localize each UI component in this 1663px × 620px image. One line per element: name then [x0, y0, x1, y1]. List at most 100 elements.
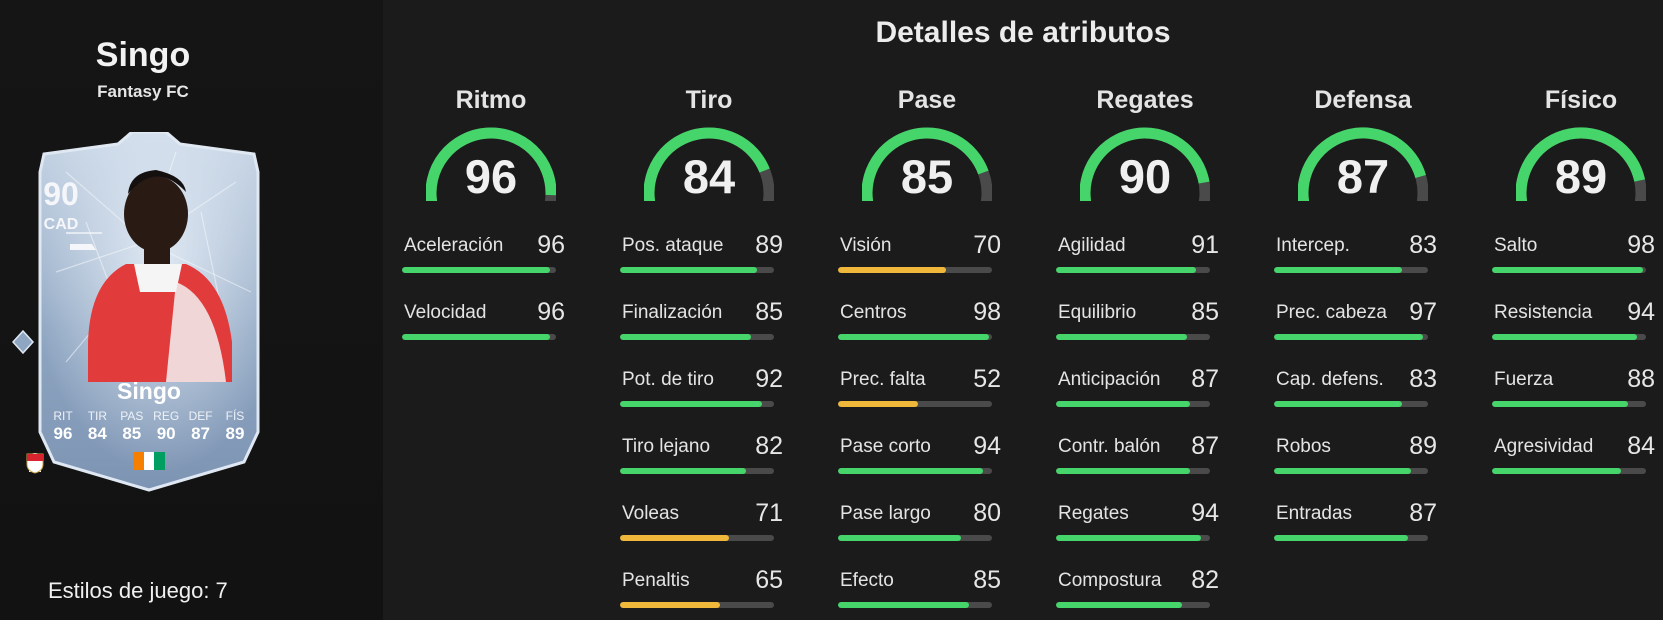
- attribute-label: Finalización: [622, 302, 723, 323]
- attribute-label: Cap. defens.: [1276, 369, 1384, 390]
- attribute-bar: [1056, 535, 1210, 541]
- attribute-row[interactable]: Equilibrio 85: [1056, 298, 1234, 369]
- category-5: Físico 89 Salto 98 Resistencia 94 Fuerza …: [1492, 86, 1663, 503]
- attribute-row[interactable]: Fuerza 88: [1492, 365, 1663, 436]
- attribute-row[interactable]: Robos 89: [1274, 432, 1452, 503]
- attribute-bar: [1274, 535, 1428, 541]
- attribute-bar-fill: [620, 401, 762, 407]
- attribute-label: Robos: [1276, 436, 1331, 457]
- attribute-value: 82: [755, 432, 783, 460]
- attribute-bar-fill: [1492, 401, 1628, 407]
- category-gauge: 89: [1492, 127, 1663, 203]
- category-gauge: 96: [402, 127, 580, 203]
- attribute-row[interactable]: Anticipación 87: [1056, 365, 1234, 436]
- attribute-row[interactable]: Agresividad 84: [1492, 432, 1663, 503]
- attribute-bar-fill: [1274, 334, 1424, 340]
- attribute-bar-fill: [838, 535, 962, 541]
- attribute-row[interactable]: Centros 98: [838, 298, 1016, 369]
- attribute-row[interactable]: Prec. falta 52: [838, 365, 1016, 436]
- attribute-bar-fill: [620, 334, 751, 340]
- attribute-bar: [838, 468, 992, 474]
- category-2: Pase 85 Visión 70 Centros 98 Prec. falta …: [838, 86, 1016, 620]
- category-title: Físico: [1544, 86, 1618, 114]
- attribute-bar-fill: [1492, 468, 1622, 474]
- attribute-row[interactable]: Intercep. 83: [1274, 231, 1452, 302]
- attribute-bar: [402, 267, 556, 273]
- attribute-bar-fill: [1492, 267, 1643, 273]
- attribute-bar-fill: [620, 468, 747, 474]
- attribute-bar-fill: [1056, 468, 1190, 474]
- attribute-value: 97: [1409, 298, 1437, 326]
- attribute-row[interactable]: Salto 98: [1492, 231, 1663, 302]
- attribute-row[interactable]: Resistencia 94: [1492, 298, 1663, 369]
- category-value: 89: [1554, 150, 1608, 203]
- attribute-row[interactable]: Regates 94: [1056, 499, 1234, 570]
- card-stat: REG 90: [153, 409, 180, 443]
- attribute-value: 87: [1191, 365, 1219, 393]
- attribute-value: 87: [1191, 432, 1219, 460]
- attribute-bar: [838, 267, 992, 273]
- attribute-row[interactable]: Pot. de tiro 92: [620, 365, 798, 436]
- attribute-label: Voleas: [622, 503, 680, 524]
- card-rating: 90: [43, 176, 79, 212]
- attribute-bar: [620, 401, 774, 407]
- category-value: 84: [682, 150, 736, 203]
- card-position: CAD: [43, 216, 79, 233]
- attribute-row[interactable]: Entradas 87: [1274, 499, 1452, 570]
- attribute-bar: [838, 602, 992, 608]
- attribute-label: Penaltis: [622, 570, 690, 591]
- attribute-row[interactable]: Cap. defens. 83: [1274, 365, 1452, 436]
- category-title: Tiro: [685, 86, 733, 114]
- player-card[interactable]: 90 CAD Singo RIT 96 TIR 84 PAS 85 REG 90 DEF…: [26, 132, 272, 492]
- attribute-row[interactable]: Tiro lejano 82: [620, 432, 798, 503]
- attribute-list: Visión 70 Centros 98 Prec. falta 52 Pase…: [838, 231, 1016, 620]
- attribute-row[interactable]: Pase largo 80: [838, 499, 1016, 570]
- attribute-label: Agilidad: [1058, 235, 1126, 256]
- attribute-label: Pot. de tiro: [622, 369, 714, 390]
- attribute-row[interactable]: Penaltis 65: [620, 566, 798, 620]
- attribute-row[interactable]: Velocidad 96: [402, 298, 580, 369]
- attribute-value: 94: [1627, 298, 1655, 326]
- attribute-row[interactable]: Contr. balón 87: [1056, 432, 1234, 503]
- attribute-label: Compostura: [1058, 570, 1162, 591]
- attribute-bar: [1274, 334, 1428, 340]
- attribute-value: 98: [973, 298, 1001, 326]
- player-name: Singo: [95, 36, 191, 74]
- category-1: Tiro 84 Pos. ataque 89 Finalización 85 Po…: [620, 86, 798, 620]
- attribute-list: Aceleración 96 Velocidad 96: [402, 231, 580, 369]
- card-badges: [26, 452, 272, 474]
- attribute-bar: [1056, 401, 1210, 407]
- attribute-row[interactable]: Visión 70: [838, 231, 1016, 302]
- attribute-value: 88: [1627, 365, 1655, 393]
- attribute-row[interactable]: Prec. cabeza 97: [1274, 298, 1452, 369]
- attribute-bar: [620, 468, 774, 474]
- attribute-row[interactable]: Finalización 85: [620, 298, 798, 369]
- page-title: Detalles de atributos: [875, 16, 1171, 49]
- gauge-fill: [1516, 127, 1646, 201]
- attribute-value: 91: [1191, 231, 1219, 259]
- attribute-bar: [1056, 602, 1210, 608]
- attribute-row[interactable]: Efecto 85: [838, 566, 1016, 620]
- gauge-fill: [1298, 127, 1426, 201]
- attribute-value: 96: [537, 298, 565, 326]
- player-panel: Singo Fantasy FC: [0, 0, 383, 620]
- attribute-value: 84: [1627, 432, 1655, 460]
- attribute-bar-fill: [620, 267, 758, 273]
- attribute-label: Agresividad: [1494, 436, 1594, 457]
- gauge-fill: [644, 127, 770, 201]
- attribute-row[interactable]: Compostura 82: [1056, 566, 1234, 620]
- attribute-row[interactable]: Pase corto 94: [838, 432, 1016, 503]
- attribute-bar: [620, 334, 774, 340]
- attribute-list: Pos. ataque 89 Finalización 85 Pot. de t…: [620, 231, 798, 620]
- attribute-row[interactable]: Voleas 71: [620, 499, 798, 570]
- attribute-row[interactable]: Pos. ataque 89: [620, 231, 798, 302]
- attribute-bar-fill: [1056, 602, 1183, 608]
- attribute-row[interactable]: Agilidad 91: [1056, 231, 1234, 302]
- attribute-value: 94: [973, 432, 1001, 460]
- attribute-bar: [1492, 468, 1646, 474]
- attribute-bar-fill: [1274, 535, 1408, 541]
- category-value: 87: [1336, 150, 1390, 203]
- attribute-row[interactable]: Aceleración 96: [402, 231, 580, 302]
- attribute-value: 92: [755, 365, 783, 393]
- attribute-bar-fill: [838, 468, 983, 474]
